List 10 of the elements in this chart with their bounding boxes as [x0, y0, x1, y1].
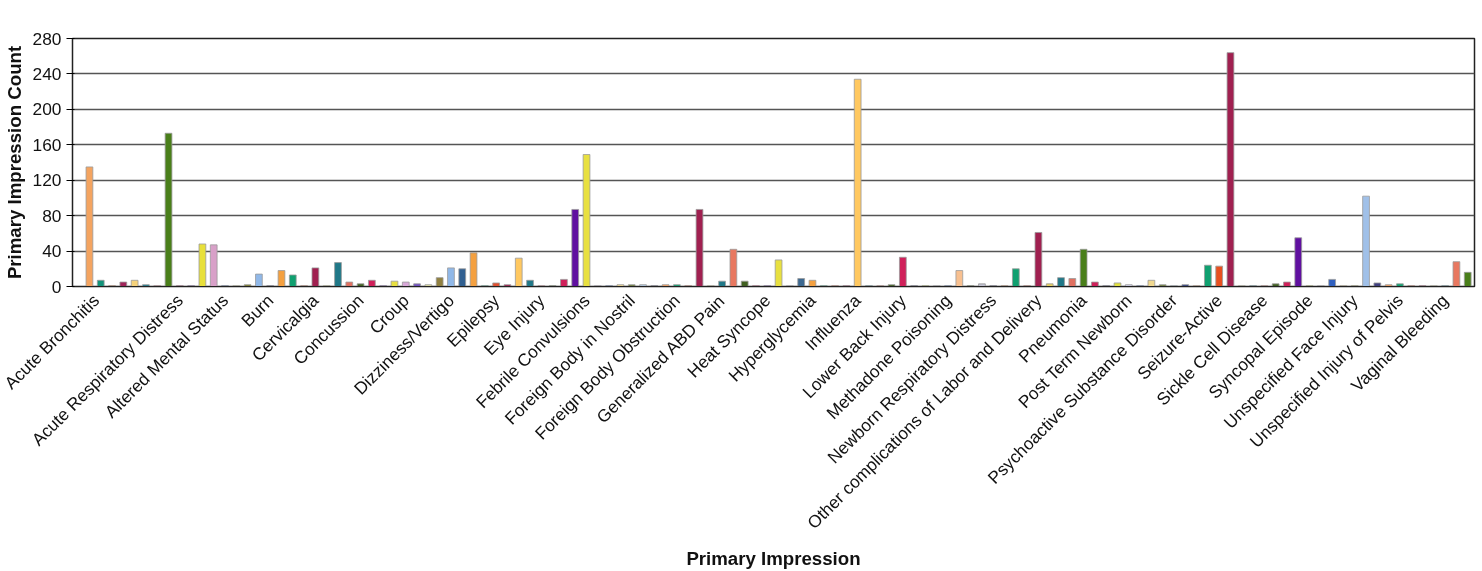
x-axis-title: Primary Impression [686, 547, 861, 569]
y-tick-label: 120 [32, 170, 62, 191]
y-tick-label: 80 [42, 205, 62, 226]
y-axis-title: Primary Impression Count [3, 45, 25, 280]
y-tick-label: 200 [32, 99, 62, 120]
y-tick-label: 280 [32, 28, 62, 49]
y-tick-label: 240 [32, 63, 62, 84]
y-tick-label: 40 [42, 241, 62, 262]
y-tick-label: 0 [51, 276, 62, 297]
y-tick-label: 160 [32, 134, 62, 155]
